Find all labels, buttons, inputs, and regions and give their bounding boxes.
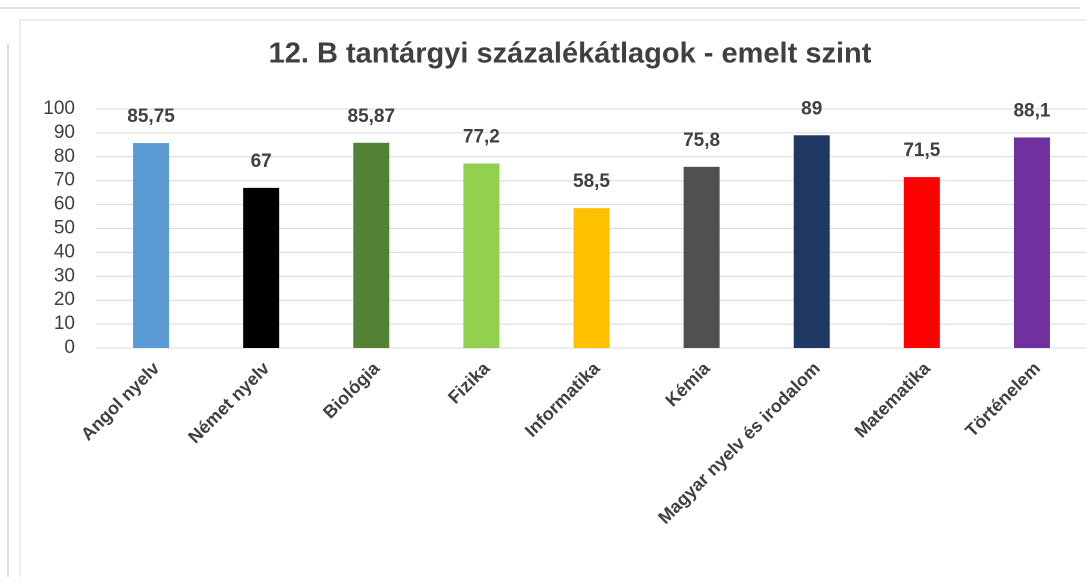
bar (573, 208, 610, 348)
y-tick-label: 10 (54, 313, 75, 334)
data-label: 85,75 (127, 106, 175, 127)
data-label: 71,5 (903, 140, 940, 161)
data-label: 77,2 (463, 127, 500, 148)
y-tick-label: 40 (54, 241, 75, 262)
bar (133, 143, 170, 348)
data-label: 58,5 (573, 171, 610, 192)
y-tick-label: 50 (54, 218, 75, 239)
y-tick-label: 60 (54, 194, 75, 215)
bar (463, 163, 500, 348)
y-tick-label: 70 (54, 170, 75, 191)
bar (353, 142, 390, 348)
y-tick-label: 30 (54, 265, 75, 286)
data-label: 85,87 (348, 106, 396, 127)
bar (903, 177, 940, 348)
y-tick-label: 20 (54, 289, 75, 310)
y-tick-label: 0 (64, 337, 75, 358)
bar (1013, 137, 1050, 348)
data-label: 67 (251, 151, 272, 172)
bar (793, 135, 830, 348)
y-tick-label: 80 (54, 146, 75, 167)
data-label: 88,1 (1013, 100, 1050, 121)
y-tick-label: 100 (43, 98, 75, 119)
bar (683, 166, 720, 348)
y-tick-label: 90 (54, 122, 75, 143)
bar (243, 187, 280, 348)
data-label: 75,8 (683, 130, 720, 151)
chart-title: 12. B tantárgyi százalékátlagok - emelt … (269, 38, 872, 70)
data-label: 89 (801, 98, 822, 119)
